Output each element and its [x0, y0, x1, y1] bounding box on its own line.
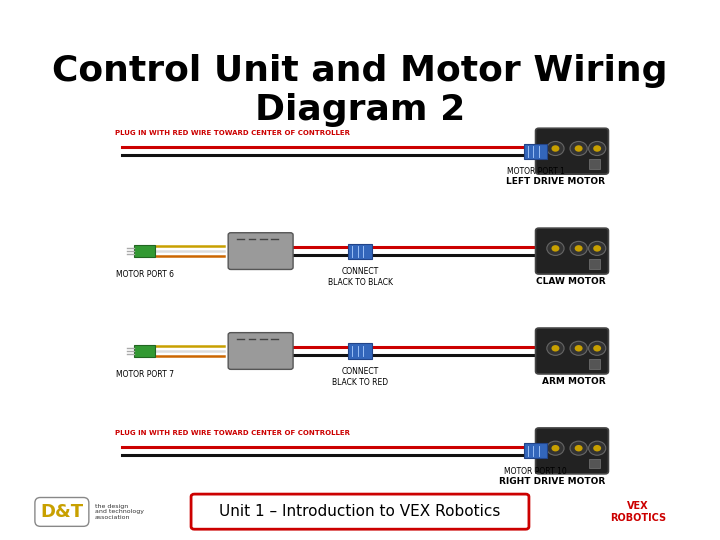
- Bar: [134, 345, 156, 357]
- Text: PLUG IN WITH RED WIRE TOWARD CENTER OF CONTROLLER: PLUG IN WITH RED WIRE TOWARD CENTER OF C…: [115, 130, 350, 136]
- Circle shape: [575, 245, 582, 252]
- Circle shape: [552, 345, 559, 352]
- Circle shape: [570, 141, 588, 156]
- Circle shape: [546, 441, 564, 455]
- Circle shape: [546, 141, 564, 156]
- Text: PLUG IN WITH RED WIRE TOWARD CENTER OF CONTROLLER: PLUG IN WITH RED WIRE TOWARD CENTER OF C…: [115, 430, 350, 436]
- Text: MOTOR PORT 6: MOTOR PORT 6: [116, 270, 174, 279]
- Circle shape: [575, 445, 582, 451]
- Circle shape: [546, 341, 564, 355]
- Circle shape: [552, 145, 559, 152]
- Circle shape: [593, 445, 601, 451]
- FancyBboxPatch shape: [536, 428, 608, 474]
- Text: RIGHT DRIVE MOTOR: RIGHT DRIVE MOTOR: [499, 477, 605, 486]
- Bar: [524, 443, 547, 458]
- Text: ARM MOTOR: ARM MOTOR: [541, 377, 605, 386]
- Text: D&T: D&T: [40, 503, 84, 521]
- Circle shape: [575, 345, 582, 352]
- Circle shape: [570, 241, 588, 255]
- Circle shape: [570, 441, 588, 455]
- Bar: [134, 245, 156, 257]
- Circle shape: [552, 445, 559, 451]
- Text: CONNECT
BLACK TO BLACK: CONNECT BLACK TO BLACK: [328, 267, 392, 287]
- Circle shape: [593, 245, 601, 252]
- Circle shape: [588, 141, 606, 156]
- FancyBboxPatch shape: [536, 228, 608, 274]
- Text: the design
and technology
association: the design and technology association: [95, 504, 144, 520]
- Circle shape: [570, 341, 588, 355]
- Bar: [588, 259, 600, 268]
- Circle shape: [588, 341, 606, 355]
- Bar: [524, 144, 547, 159]
- Circle shape: [575, 145, 582, 152]
- Bar: [348, 343, 372, 359]
- Text: LEFT DRIVE MOTOR: LEFT DRIVE MOTOR: [506, 177, 605, 186]
- Text: Control Unit and Motor Wiring
Diagram 2: Control Unit and Motor Wiring Diagram 2: [53, 54, 667, 127]
- Bar: [348, 244, 372, 259]
- FancyBboxPatch shape: [536, 328, 608, 374]
- Text: Unit 1 – Introduction to VEX Robotics: Unit 1 – Introduction to VEX Robotics: [220, 504, 500, 519]
- Circle shape: [593, 345, 601, 352]
- Circle shape: [588, 241, 606, 255]
- Text: MOTOR PORT 10: MOTOR PORT 10: [504, 467, 567, 476]
- FancyBboxPatch shape: [228, 233, 293, 269]
- Circle shape: [593, 145, 601, 152]
- FancyBboxPatch shape: [191, 494, 529, 529]
- Text: CONNECT
BLACK TO RED: CONNECT BLACK TO RED: [332, 367, 388, 387]
- Circle shape: [588, 441, 606, 455]
- Bar: [588, 459, 600, 468]
- FancyBboxPatch shape: [536, 128, 608, 174]
- Text: CLAW MOTOR: CLAW MOTOR: [536, 277, 605, 286]
- Text: VEX
ROBOTICS: VEX ROBOTICS: [610, 501, 666, 523]
- Circle shape: [546, 241, 564, 255]
- Text: MOTOR PORT 7: MOTOR PORT 7: [116, 370, 174, 379]
- FancyBboxPatch shape: [228, 333, 293, 369]
- Circle shape: [552, 245, 559, 252]
- Bar: [588, 359, 600, 368]
- Text: MOTOR PORT 1: MOTOR PORT 1: [507, 167, 564, 177]
- Bar: [588, 159, 600, 168]
